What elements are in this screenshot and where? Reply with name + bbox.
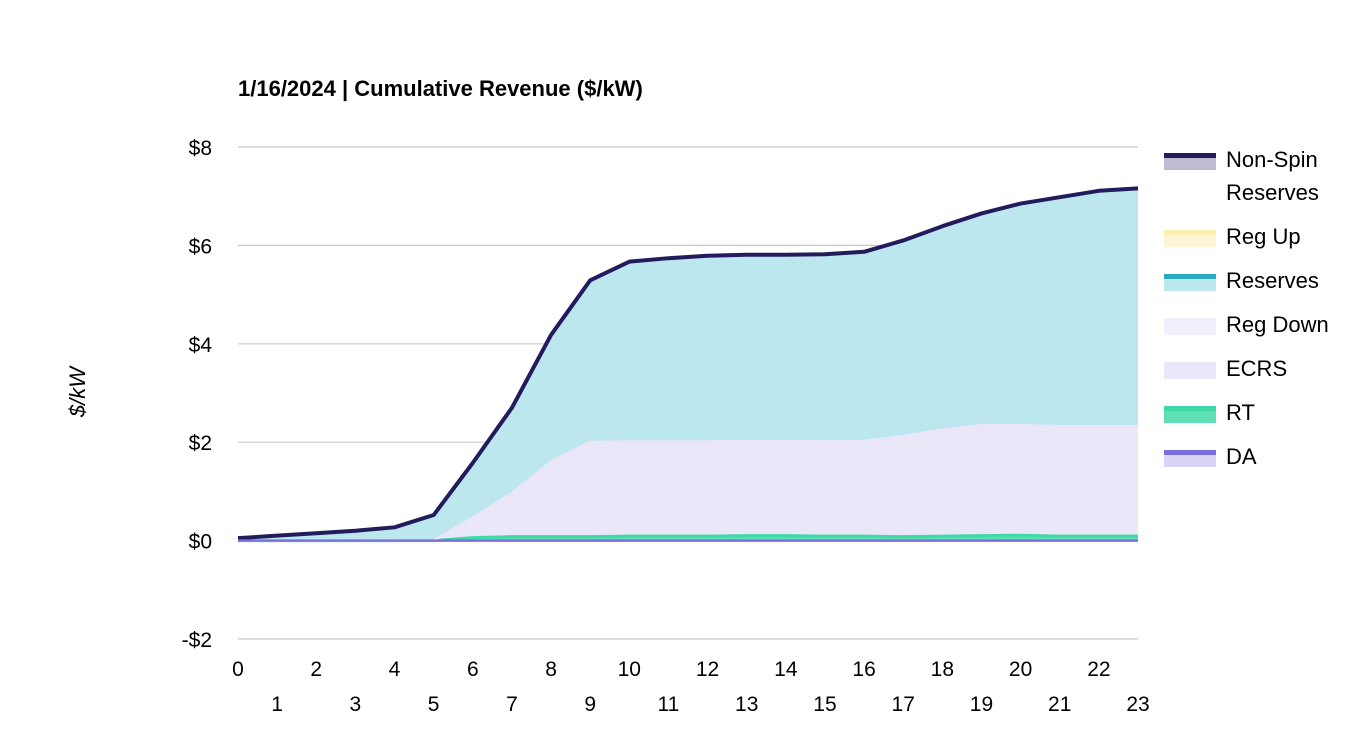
chart-legend: Non-Spin Reserves Reg Up Reserves Reg Down EC… <box>1164 146 1364 487</box>
x-tick-label: 6 <box>467 658 479 681</box>
x-tick-label: 8 <box>545 658 557 681</box>
legend-label: RT <box>1226 400 1255 425</box>
legend-swatch <box>1164 450 1216 467</box>
legend-item: Reg Up <box>1164 223 1364 253</box>
x-tick-label: 23 <box>1126 693 1149 716</box>
x-tick-label: 19 <box>970 693 993 716</box>
y-tick-label: -$2 <box>182 629 212 652</box>
x-tick-label: 21 <box>1048 693 1071 716</box>
legend-label: DA <box>1226 444 1257 469</box>
x-tick-label: 16 <box>852 658 875 681</box>
legend-label: Reserves <box>1226 268 1319 293</box>
legend-item: DA <box>1164 443 1364 473</box>
legend-item: Non-Spin Reserves <box>1164 146 1364 209</box>
x-tick-label: 11 <box>658 693 680 716</box>
legend-item: Reserves <box>1164 267 1364 297</box>
legend-label: Reg Up <box>1226 224 1301 249</box>
x-tick-label: 22 <box>1087 658 1110 681</box>
x-tick-label: 0 <box>232 658 244 681</box>
x-tick-label: 3 <box>350 693 362 716</box>
x-tick-label: 20 <box>1009 658 1032 681</box>
legend-swatch <box>1164 153 1216 170</box>
legend-swatch <box>1164 362 1216 379</box>
y-tick-label: $6 <box>189 235 212 258</box>
legend-item: ECRS <box>1164 355 1364 385</box>
legend-label: Reg Down <box>1226 312 1329 337</box>
y-tick-label: $4 <box>189 334 213 357</box>
y-tick-label: $2 <box>189 432 212 455</box>
legend-swatch <box>1164 274 1216 291</box>
x-tick-label: 17 <box>892 693 915 716</box>
x-tick-label: 7 <box>506 693 518 716</box>
legend-swatch <box>1164 406 1216 423</box>
x-tick-label: 4 <box>389 658 401 681</box>
x-tick-label: 13 <box>735 693 758 716</box>
chart-plot-area: -$2$0$2$4$6$8012345678910111213141516171… <box>182 137 1150 716</box>
x-tick-label: 9 <box>584 693 596 716</box>
x-tick-label: 1 <box>271 693 283 716</box>
area-ecrs <box>238 425 1138 541</box>
chart-title: 1/16/2024 | Cumulative Revenue ($/kW) <box>238 76 643 101</box>
x-tick-label: 14 <box>774 658 798 681</box>
x-tick-label: 2 <box>310 658 322 681</box>
legend-item: Reg Down <box>1164 311 1364 341</box>
line-non-spin-reserves <box>237 186 1139 541</box>
y-tick-label: $0 <box>189 531 212 554</box>
y-tick-label: $8 <box>189 137 212 160</box>
area-reserves <box>238 188 1138 541</box>
legend-swatch <box>1164 230 1216 247</box>
x-tick-label: 5 <box>428 693 440 716</box>
legend-label: Non-Spin Reserves <box>1226 147 1319 205</box>
x-tick-label: 15 <box>813 693 836 716</box>
legend-swatch <box>1164 318 1216 335</box>
legend-item: RT <box>1164 399 1364 429</box>
legend-label: ECRS <box>1226 356 1288 381</box>
x-tick-label: 12 <box>696 658 719 681</box>
x-tick-label: 18 <box>931 658 954 681</box>
x-tick-label: 10 <box>618 658 641 681</box>
